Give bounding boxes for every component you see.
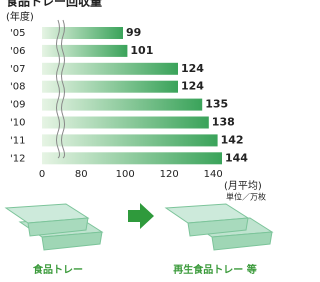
value-label: 135 bbox=[205, 98, 228, 111]
value-label: 124 bbox=[181, 62, 204, 75]
y-axis-title: (年度) bbox=[6, 10, 34, 23]
chart: 食品トレー回収量 (年度) (月平均) 単位／万枚 食品トレー 再生食品トレー … bbox=[0, 0, 275, 282]
chart-title: 食品トレー回収量 bbox=[5, 0, 102, 9]
arrow bbox=[128, 203, 154, 229]
bar bbox=[42, 99, 202, 111]
y-tick-label: '07 bbox=[10, 64, 25, 75]
value-label: 138 bbox=[212, 116, 235, 129]
value-label: 99 bbox=[126, 26, 141, 39]
bar bbox=[42, 27, 123, 39]
value-label: 101 bbox=[130, 44, 153, 57]
bar bbox=[42, 117, 209, 129]
bar bbox=[42, 152, 222, 164]
unit-label: 単位／万枚 bbox=[226, 192, 266, 202]
y-tick-label: '11 bbox=[10, 135, 25, 146]
from-label: 食品トレー bbox=[32, 263, 83, 276]
x-tick-label: 0 bbox=[39, 169, 45, 180]
y-tick-label: '09 bbox=[10, 100, 25, 111]
y-tick-label: '12 bbox=[10, 153, 25, 164]
y-tick-label: '06 bbox=[10, 46, 25, 57]
value-label: 142 bbox=[221, 133, 244, 146]
bar bbox=[42, 45, 127, 57]
x-tick-label: 140 bbox=[204, 169, 223, 180]
to-label: 再生食品トレー 等 bbox=[173, 263, 256, 276]
x-tick-label: 100 bbox=[116, 169, 135, 180]
y-tick-label: '05 bbox=[10, 28, 25, 39]
x-unit-label: (月平均) bbox=[224, 180, 262, 192]
x-tick-label: 120 bbox=[160, 169, 179, 180]
value-label: 144 bbox=[225, 151, 248, 164]
illustration bbox=[6, 203, 272, 250]
y-tick-label: '08 bbox=[10, 82, 25, 93]
y-tick-label: '10 bbox=[10, 118, 25, 129]
x-tick-label: 80 bbox=[75, 169, 88, 180]
bar bbox=[42, 134, 218, 146]
value-label: 124 bbox=[181, 80, 204, 93]
